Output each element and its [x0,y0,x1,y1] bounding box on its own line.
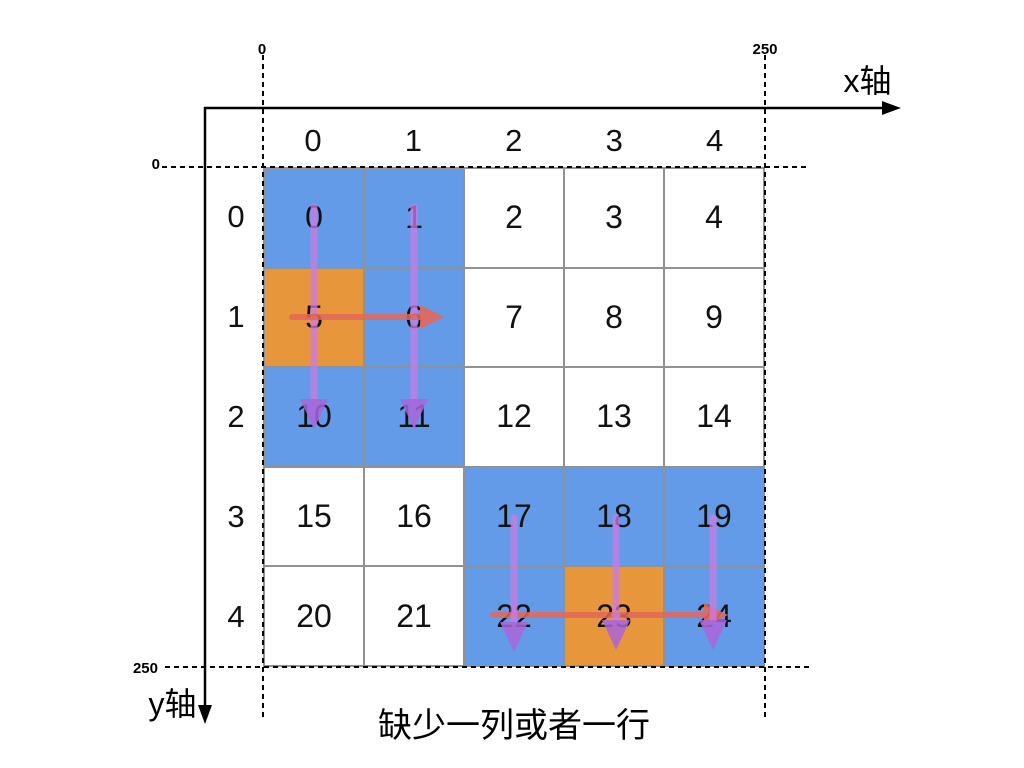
grid-cell-13: 13 [564,367,664,467]
grid-cell-6: 6 [364,267,464,368]
col-header-3: 3 [605,123,623,158]
grid-cell-23: 23 [564,566,664,666]
x-axis-arrowhead [882,101,901,115]
grid-cell-17: 17 [464,466,564,567]
x-axis-tick-250: 250 [752,40,778,58]
grid-cell-12: 12 [464,367,564,467]
y-axis-tick-250: 250 [132,659,158,677]
y-axis-label: y轴 [148,686,197,722]
x-axis-label: x轴 [843,63,892,99]
grid-cell-19: 19 [664,466,764,567]
col-header-0: 0 [304,123,322,158]
grid-cell-2: 2 [464,168,564,268]
row-header-0: 0 [227,199,245,234]
grid-cell-15: 15 [264,466,364,567]
col-header-4: 4 [705,123,724,158]
grid-cell-11: 11 [364,367,464,467]
grid-cell-3: 3 [564,168,664,268]
grid-cell-18: 18 [564,466,664,567]
matrix-grid: 0 1 2 3 4 5 6 7 8 9 10 11 12 13 14 15 16 17 18 19 20 21 22 23 24 [263,167,765,667]
grid-cell-24: 24 [664,566,764,666]
grid-cell-0: 0 [264,168,364,268]
grid-cell-1: 1 [364,168,464,268]
row-header-4: 4 [227,599,245,634]
grid-cell-16: 16 [364,466,464,567]
row-header-3: 3 [227,499,245,534]
row-header-1: 1 [227,299,245,334]
col-header-2: 2 [505,123,523,158]
grid-cell-8: 8 [564,267,664,368]
row-header-2: 2 [227,399,245,434]
y-axis-tick-0: 0 [151,155,160,173]
grid-cell-7: 7 [464,267,564,368]
grid-cell-9: 9 [664,267,764,368]
grid-cell-4: 4 [664,168,764,268]
caption: 缺少一列或者一行 [378,706,650,745]
grid-cell-21: 21 [364,566,464,666]
col-header-1: 1 [404,123,423,158]
x-axis-tick-0: 0 [257,40,267,58]
grid-cell-20: 20 [264,566,364,666]
grid-cell-5: 5 [264,267,364,368]
grid-cell-22: 22 [464,566,564,666]
grid-cell-10: 10 [264,367,364,467]
grid-cell-14: 14 [664,367,764,467]
